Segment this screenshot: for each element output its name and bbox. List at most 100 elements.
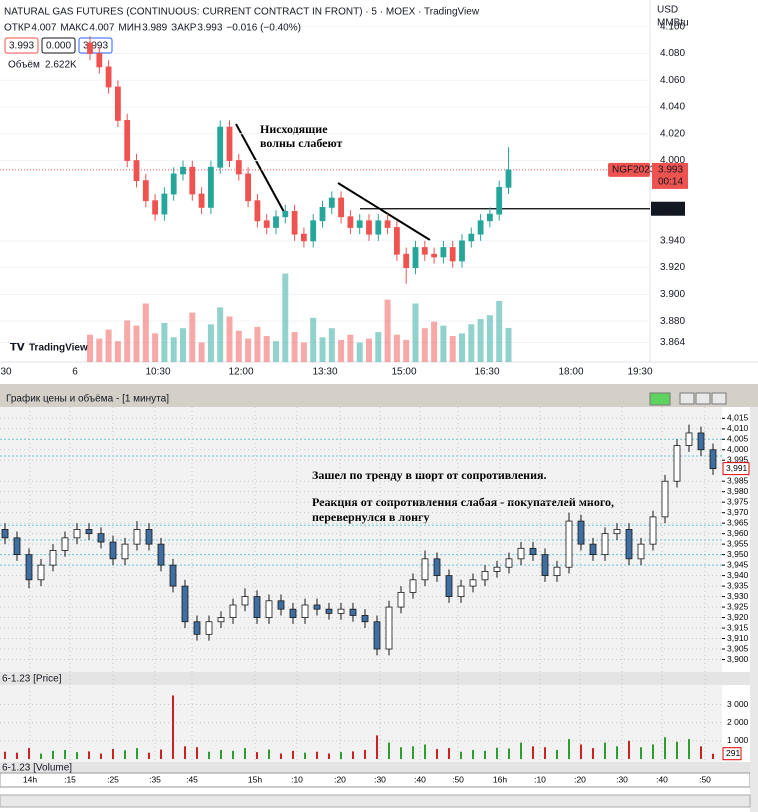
y-tick-label: 3,980 [727,486,749,496]
volume-bar [448,748,450,759]
volume-bar [105,329,112,362]
chart-title: NATURAL GAS FUTURES (CONTINUOUS: CURRENT… [4,7,480,18]
y-tick-label: 3,925 [727,601,749,611]
y-tick-label: 4.020 [660,128,685,139]
volume-bar [340,752,342,759]
candle-body [169,564,177,587]
x-tick-label: :20 [334,774,346,784]
candle-body [85,529,93,535]
candle-body [282,211,289,218]
minimize-button[interactable] [679,392,695,405]
volume-bar [292,750,294,759]
volume-bar [496,300,503,362]
link-button[interactable] [649,392,671,406]
ohlc-value: 4.007 [31,23,56,34]
y-tick-label: 3,915 [727,622,749,632]
candle-body [375,220,382,235]
volume-bar [96,338,103,362]
candle-body [505,558,513,568]
y-tick-label: 3.900 [660,289,685,300]
volume-bar [254,326,261,362]
candle-body [356,220,363,228]
annotation: Реакция от сопротивления слабая - покупа… [312,495,614,509]
candle-body [431,253,438,258]
top-panel [0,0,758,384]
x-tick-label: 30 [0,367,12,378]
x-tick-label: :35 [149,774,161,784]
volume-bar [508,748,510,759]
price-button-label: 0.000 [46,41,71,52]
volume-bar [347,334,354,362]
x-tick-label: 13:30 [312,367,337,378]
candle-body [87,42,93,54]
v-scrollbar[interactable] [750,407,758,812]
price-button[interactable] [41,37,76,54]
maximize-button[interactable] [695,392,711,405]
x-tick-label: 15:00 [391,367,416,378]
y-tick-label: 4,000 [727,444,749,454]
ohlc-value: 3.989 [142,23,167,34]
volume-bar [403,339,410,362]
candle-body [161,193,168,215]
x-tick-label: :20 [574,774,586,784]
h-scrollbar[interactable] [0,794,751,808]
candle-body [253,596,261,618]
volume-bar [477,319,484,362]
candle-body [313,604,321,610]
candle-body [553,566,561,577]
candle-body [245,173,252,202]
x-tick-label: 10:30 [145,367,170,378]
candle-body [649,516,657,545]
y-tick-label: 3,905 [727,643,749,653]
volume-bar [217,307,224,362]
volume-bar [16,752,18,759]
y-tick-label: 3.864 [660,337,685,348]
volume-bar [436,749,438,759]
pane-header [0,762,750,773]
x-tick-label: 14h [23,774,37,784]
x-tick-label: :40 [414,774,426,784]
y-tick-label: 3,975 [727,496,749,506]
logo: TradingView [29,343,88,354]
volume-bar [338,339,345,362]
x-tick-label: 18:00 [558,367,583,378]
volume-bar [280,753,282,759]
change: −0.016 (−0.40%) [226,23,301,34]
volume-bar [393,334,400,362]
price-button-label: 3.993 [9,41,34,52]
volume-bar [112,749,114,759]
candle-body [661,480,669,518]
volume-bar [604,742,606,759]
candle-body [412,247,419,269]
candle-body [145,529,153,545]
candle-body [217,126,224,168]
volume-bar [468,324,475,362]
candle-body [421,247,428,255]
volume-bar [375,332,382,362]
volume-bar [198,342,205,362]
volume-bar [232,750,234,759]
candle-body [469,579,477,587]
candle-body [189,166,196,195]
candle-body [613,529,621,535]
y-tick-label: 3.880 [660,316,685,327]
pane-label: 6-1.23 [Volume] [2,763,72,774]
symbol-box [608,162,650,177]
candle-body [170,173,177,195]
candle-body [61,537,69,551]
volume-bar [676,741,678,759]
volume-bar [152,333,159,362]
close-button[interactable] [711,392,727,405]
candle-body [226,126,233,161]
x-tick-label: 15h [248,774,262,784]
candle-body [459,240,465,262]
candle-body [96,53,103,68]
unit: MMBtu [657,18,689,29]
price-button[interactable] [4,37,39,54]
volume-bar [291,332,298,362]
volume-bar [319,337,326,362]
trend-line [337,182,431,241]
candle-body [565,520,573,568]
volume-bar [256,752,258,759]
volume-bar [161,323,168,362]
